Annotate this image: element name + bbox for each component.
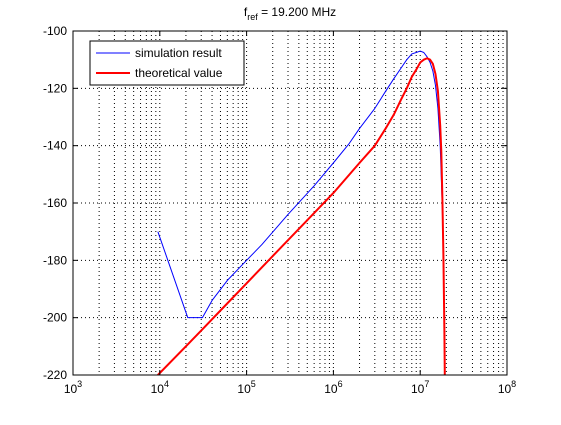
chart-title-subscript: ref xyxy=(247,12,258,22)
legend: simulation result theoretical value xyxy=(90,41,244,85)
y-tick-label: -180 xyxy=(43,253,67,267)
y-tick-label: -120 xyxy=(43,81,67,95)
y-tick-label: -100 xyxy=(43,24,67,38)
y-tick-label: -160 xyxy=(43,196,67,210)
chart-title-rest: = 19.200 MHz xyxy=(258,5,336,19)
y-tick-label: -200 xyxy=(43,311,67,325)
y-tick-label: -220 xyxy=(43,368,67,382)
legend-label: simulation result xyxy=(135,46,222,60)
y-tick-label: -140 xyxy=(43,139,67,153)
legend-label: theoretical value xyxy=(135,66,223,80)
